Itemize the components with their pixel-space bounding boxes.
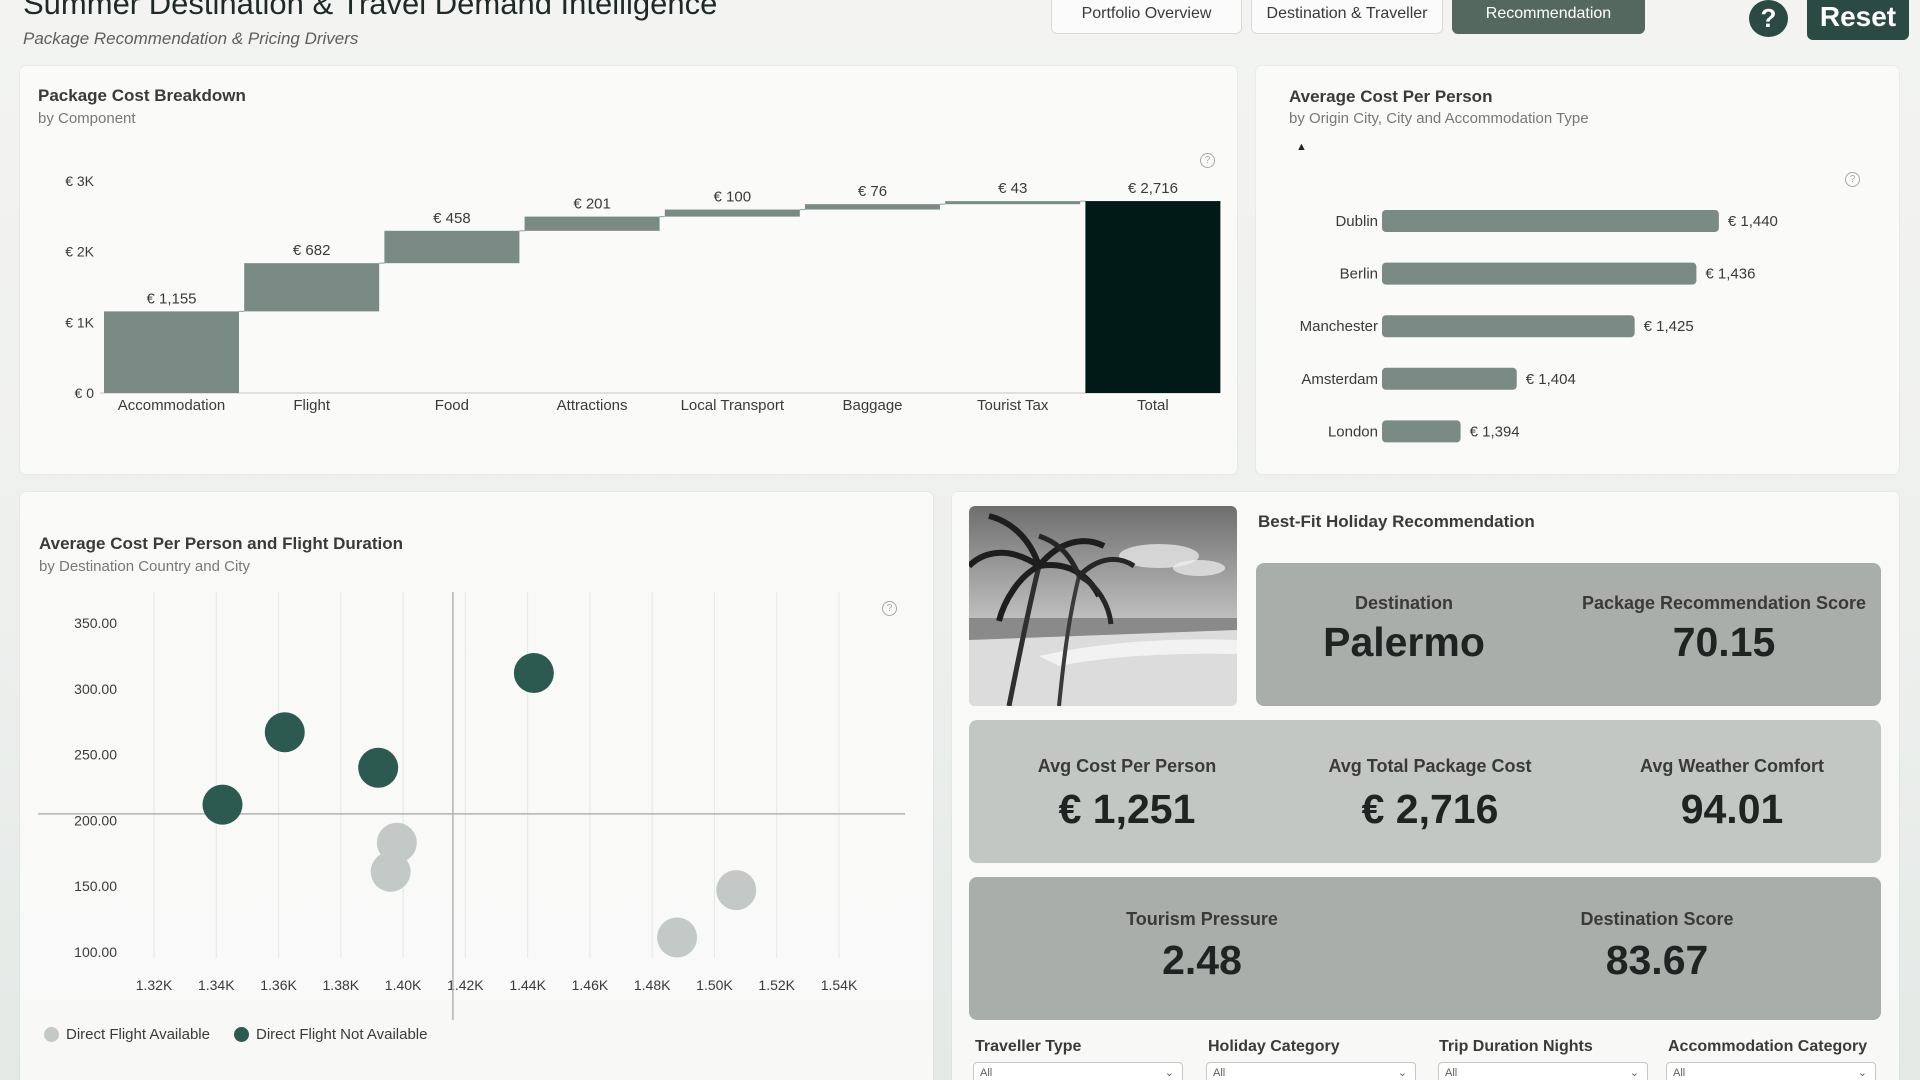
- slicer-holiday-category-label: Holiday Category: [1208, 1038, 1340, 1055]
- legend-direct-not-available[interactable]: Direct Flight Not Available: [234, 1026, 427, 1043]
- chevron-down-icon: ⌄: [1164, 1067, 1174, 1079]
- info-icon[interactable]: ?: [1845, 172, 1860, 187]
- avg-cost-value: € 1,251: [1058, 786, 1196, 832]
- legend-label: Direct Flight Available: [66, 1026, 210, 1043]
- cost-per-city-subtitle: by Origin City, City and Accommodation T…: [1289, 110, 1589, 127]
- drill-up-icon[interactable]: ▲: [1296, 141, 1307, 153]
- slicer-trip-duration-label: Trip Duration Nights: [1439, 1038, 1593, 1055]
- weather-label: Avg Weather Comfort: [1639, 756, 1825, 776]
- slicer-trip-duration[interactable]: All ⌄: [1438, 1062, 1648, 1080]
- scatter-title: Average Cost Per Person and Flight Durat…: [39, 534, 403, 553]
- chevron-down-icon: ⌄: [1629, 1067, 1639, 1079]
- slicer-accommodation-label: Accommodation Category: [1668, 1038, 1868, 1055]
- dest-score-label: Destination Score: [1580, 909, 1734, 929]
- slicer-value: All: [1673, 1067, 1686, 1079]
- destination-value: Palermo: [1323, 619, 1485, 665]
- cost-breakdown-subtitle: by Component: [38, 110, 136, 127]
- info-icon[interactable]: ?: [1200, 153, 1215, 168]
- tourism-label: Tourism Pressure: [1126, 909, 1278, 929]
- cost-kpi-box: Avg Cost Per Person € 1,251 Avg Total Pa…: [969, 720, 1881, 863]
- tourism-value: 2.48: [1162, 937, 1242, 983]
- page-subtitle: Package Recommendation & Pricing Drivers: [23, 29, 359, 48]
- recommendation-title: Best-Fit Holiday Recommendation: [1258, 512, 1535, 531]
- legend-dot: [44, 1027, 59, 1042]
- slicer-value: All: [980, 1067, 993, 1079]
- tab-recommendation[interactable]: Recommendation: [1452, 0, 1645, 34]
- score-value: 70.15: [1672, 619, 1776, 665]
- chevron-down-icon: ⌄: [1857, 1067, 1867, 1079]
- cost-breakdown-title: Package Cost Breakdown: [38, 86, 246, 105]
- help-button[interactable]: ?: [1749, 0, 1788, 37]
- cost-per-city-title: Average Cost Per Person: [1289, 87, 1493, 106]
- slicer-holiday-category[interactable]: All ⌄: [1206, 1062, 1416, 1080]
- slicer-accommodation[interactable]: All ⌄: [1666, 1062, 1876, 1080]
- slicer-value: All: [1213, 1067, 1226, 1079]
- scatter-card: Average Cost Per Person and Flight Durat…: [20, 492, 933, 1080]
- avg-total-label: Avg Total Package Cost: [1328, 756, 1532, 776]
- legend-direct-available[interactable]: Direct Flight Available: [44, 1026, 210, 1043]
- score-label: Package Recommendation Score: [1581, 593, 1867, 613]
- tourism-kpi-box: Tourism Pressure 2.48 Destination Score …: [969, 877, 1881, 1020]
- page-title: Summer Destination & Travel Demand Intel…: [23, 0, 718, 21]
- legend-label: Direct Flight Not Available: [256, 1026, 428, 1043]
- avg-total-value: € 2,716: [1361, 786, 1499, 832]
- dest-score-value: 83.67: [1605, 937, 1709, 983]
- legend-dot: [234, 1027, 249, 1042]
- destination-kpi-box: Destination Palermo Package Recommendati…: [1256, 563, 1881, 706]
- slicer-value: All: [1445, 1067, 1458, 1079]
- tab-destination-traveller[interactable]: Destination & Traveller: [1251, 0, 1443, 34]
- avg-cost-label: Avg Cost Per Person: [1037, 756, 1217, 776]
- scatter-subtitle: by Destination Country and City: [39, 558, 250, 575]
- cost-breakdown-card: Package Cost Breakdown by Component ?: [20, 66, 1237, 474]
- cost-per-city-card: Average Cost Per Person by Origin City, …: [1256, 66, 1899, 474]
- info-icon[interactable]: ?: [882, 601, 897, 616]
- slicer-traveller-type-label: Traveller Type: [975, 1038, 1082, 1055]
- reset-button[interactable]: Reset: [1807, 0, 1909, 40]
- tab-portfolio-overview[interactable]: Portfolio Overview: [1051, 0, 1242, 34]
- weather-value: 94.01: [1680, 786, 1784, 832]
- slicer-traveller-type[interactable]: All ⌄: [973, 1062, 1183, 1080]
- chevron-down-icon: ⌄: [1397, 1067, 1407, 1079]
- beach-photo: [969, 506, 1237, 706]
- destination-label: Destination: [1354, 593, 1454, 613]
